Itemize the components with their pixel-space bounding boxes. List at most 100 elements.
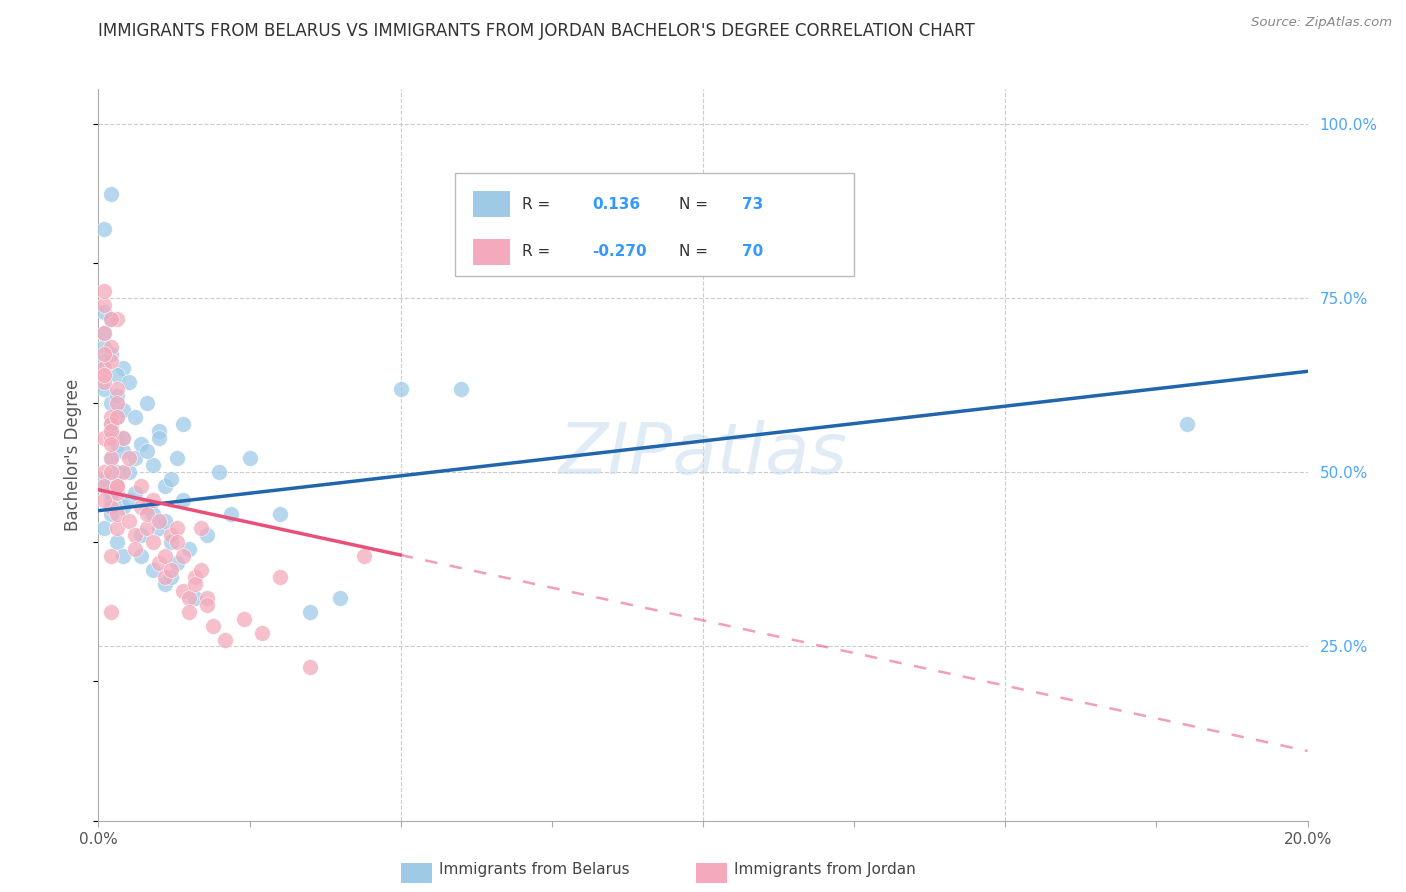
Point [179,541,201,556]
Point [100,424,122,438]
Point [93,360,115,375]
Point [214,632,236,647]
Point [118,466,141,480]
Text: -0.270: -0.270 [592,244,647,260]
Text: R =: R = [522,197,550,211]
Point [100,507,122,521]
Point [100,186,122,201]
Point [124,451,146,466]
Point [93,368,115,382]
Point [100,354,122,368]
Point [105,535,128,549]
Point [100,312,122,326]
Point [100,312,122,326]
Point [269,570,291,584]
Point [166,451,188,466]
Point [239,451,262,466]
Point [100,500,122,515]
Text: Immigrants from Jordan: Immigrants from Jordan [734,863,915,877]
Point [142,563,165,577]
Point [160,528,183,542]
Point [93,430,115,444]
Point [111,500,134,515]
Point [93,298,115,312]
Point [1175,417,1198,431]
Point [160,472,183,486]
Point [105,479,128,493]
Point [93,326,115,340]
Point [389,382,412,396]
Point [105,312,128,326]
Point [105,479,128,493]
Point [93,521,115,535]
Point [100,340,122,354]
Point [93,347,115,361]
Point [100,486,122,500]
Point [142,458,165,473]
Point [111,549,134,563]
Text: 73: 73 [742,197,763,211]
Point [184,591,207,605]
FancyBboxPatch shape [474,191,509,218]
Point [195,591,218,605]
Point [93,479,115,493]
Point [93,354,115,368]
Point [153,576,176,591]
Point [118,375,141,389]
Text: N =: N = [679,244,707,260]
Point [190,563,212,577]
Point [269,507,291,521]
Point [111,430,134,444]
Point [153,549,176,563]
Point [184,570,207,584]
Point [232,612,254,626]
Point [129,437,152,451]
Point [184,576,207,591]
Point [105,507,128,521]
Point [105,521,128,535]
Point [195,598,218,612]
Point [111,360,134,375]
Point [100,605,122,619]
Point [93,479,115,493]
Point [250,625,273,640]
Point [111,430,134,444]
Point [118,514,141,528]
Point [124,486,146,500]
Point [93,375,115,389]
Point [100,430,122,444]
Point [179,605,201,619]
Text: IMMIGRANTS FROM BELARUS VS IMMIGRANTS FROM JORDAN BACHELOR'S DEGREE CORRELATION : IMMIGRANTS FROM BELARUS VS IMMIGRANTS FR… [98,22,976,40]
Point [142,493,165,508]
Point [105,479,128,493]
Point [172,583,194,598]
FancyBboxPatch shape [456,173,855,276]
Point [195,528,218,542]
Point [111,402,134,417]
Point [153,514,176,528]
Point [166,535,188,549]
Point [172,549,194,563]
Point [105,409,128,424]
Point [105,437,128,451]
Point [105,486,128,500]
Point [148,556,170,570]
Point [135,521,157,535]
Point [93,221,115,235]
Point [129,549,152,563]
Point [124,409,146,424]
Point [124,541,146,556]
FancyBboxPatch shape [474,239,509,265]
Point [329,591,352,605]
Point [202,618,225,632]
Point [153,479,176,493]
Point [100,417,122,431]
Point [100,437,122,451]
Point [100,549,122,563]
Point [93,493,115,508]
Point [142,535,165,549]
Point [166,556,188,570]
Point [118,451,141,466]
Point [353,549,375,563]
Point [208,466,231,480]
